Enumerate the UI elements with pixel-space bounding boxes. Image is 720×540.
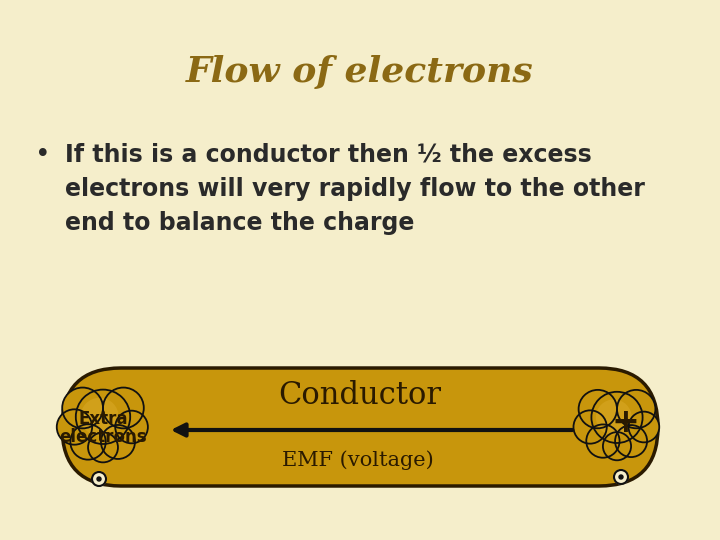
Circle shape <box>596 400 631 435</box>
Circle shape <box>103 388 144 428</box>
Circle shape <box>629 411 660 442</box>
Circle shape <box>586 424 619 458</box>
Circle shape <box>92 472 106 486</box>
Circle shape <box>97 477 101 481</box>
Circle shape <box>574 410 607 444</box>
Circle shape <box>101 425 135 459</box>
Circle shape <box>57 409 92 444</box>
Circle shape <box>81 398 119 436</box>
Text: EMF (voltage): EMF (voltage) <box>282 450 434 470</box>
Circle shape <box>76 389 130 444</box>
Text: Extra: Extra <box>78 410 127 428</box>
Circle shape <box>62 388 103 428</box>
Circle shape <box>115 411 148 443</box>
Text: If this is a conductor then ½ the excess: If this is a conductor then ½ the excess <box>65 143 592 167</box>
Circle shape <box>619 475 623 479</box>
Circle shape <box>614 470 628 484</box>
Text: end to balance the charge: end to balance the charge <box>65 211 415 235</box>
Text: Conductor: Conductor <box>279 381 441 411</box>
Text: electrons will very rapidly flow to the other: electrons will very rapidly flow to the … <box>65 177 645 201</box>
Text: +: + <box>611 406 639 438</box>
Circle shape <box>579 390 617 428</box>
Circle shape <box>591 392 643 443</box>
Circle shape <box>615 425 647 457</box>
Circle shape <box>617 390 655 428</box>
Circle shape <box>603 432 631 460</box>
Text: Flow of electrons: Flow of electrons <box>186 55 534 89</box>
Circle shape <box>88 433 118 462</box>
FancyBboxPatch shape <box>62 368 658 486</box>
Text: •: • <box>35 142 50 168</box>
Text: electrons: electrons <box>59 428 147 446</box>
Circle shape <box>71 424 106 460</box>
